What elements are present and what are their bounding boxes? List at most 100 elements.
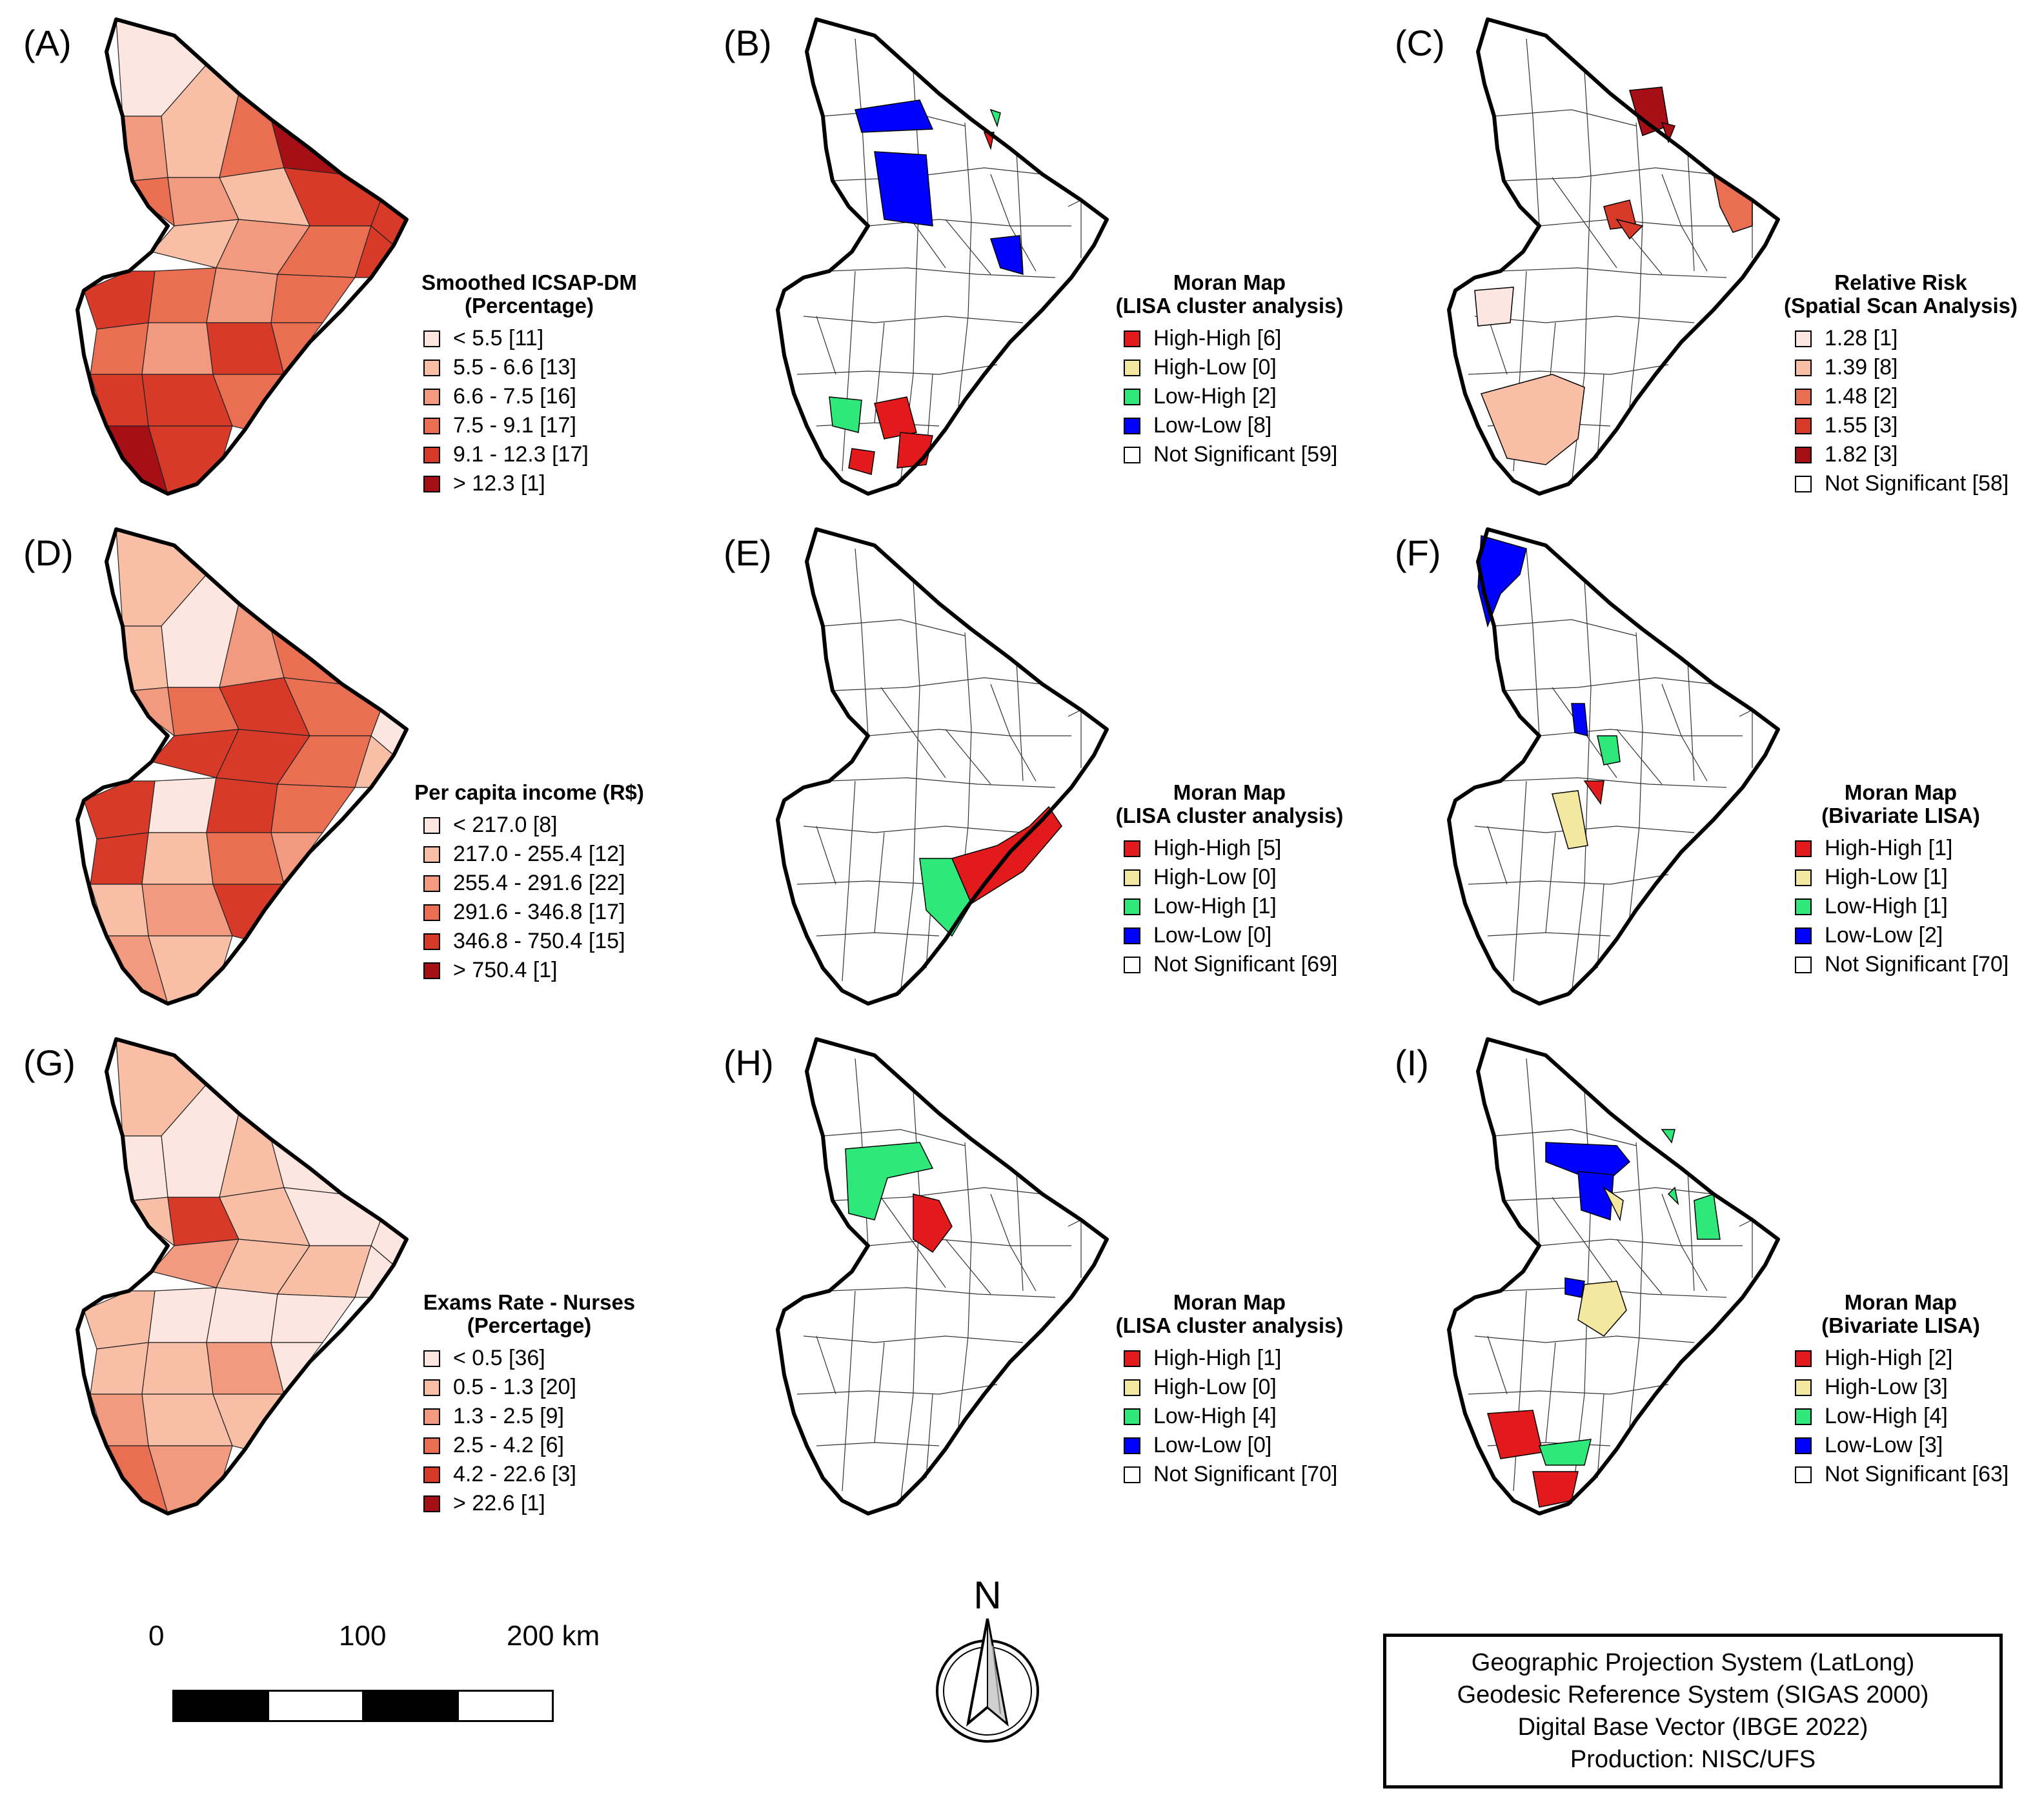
legend-label: 4.2 - 22.6 [3] — [453, 1462, 576, 1486]
scale-tick-200: 200 km — [507, 1620, 600, 1652]
municipal-boundary — [803, 826, 1024, 833]
legend-label: Not Significant [63] — [1825, 1462, 2009, 1486]
legend-item: 1.48 [2] — [1759, 382, 2043, 411]
map-panel-i: (I) Moran Map (Bivariate LISA) High-High [… — [1371, 1020, 2043, 1523]
municipal-boundary — [1597, 1394, 1604, 1479]
state-outline — [1447, 527, 1780, 1006]
municipality — [83, 270, 156, 330]
cluster-area — [989, 235, 1024, 276]
map-legend: Smoothed ICSAP-DM (Percentage) < 5.5 [11] 5… — [387, 271, 671, 498]
legend-label: 255.4 - 291.6 [22] — [453, 871, 625, 895]
municipal-boundary — [1487, 316, 1508, 375]
municipality — [148, 267, 217, 323]
legend-item: 291.6 - 346.8 [17] — [387, 898, 671, 927]
legend-item: High-Low [0] — [1088, 863, 1371, 892]
legend-title-line: (Bivariate LISA) — [1821, 1313, 1980, 1337]
cluster-area — [913, 1193, 953, 1253]
legend-label: 1.28 [1] — [1825, 326, 1898, 350]
municipal-boundary — [829, 267, 1056, 278]
legend-label: Not Significant [58] — [1825, 471, 2009, 496]
scale-segment — [172, 1690, 269, 1722]
legend-label: Not Significant [69] — [1153, 952, 1338, 977]
panel-label: (C) — [1395, 23, 1445, 63]
state-fill — [1449, 1039, 1778, 1514]
legend-swatch — [1795, 330, 1812, 347]
scale-tick-0: 0 — [148, 1620, 165, 1652]
panel-label: (I) — [1395, 1042, 1429, 1083]
municipal-boundary — [1503, 167, 1714, 181]
info-production: Production: NISC/UFS — [1570, 1746, 1816, 1773]
legend-item: 6.6 - 7.5 [16] — [387, 382, 671, 411]
legend-swatch — [423, 875, 440, 892]
legend-item: High-Low [3] — [1759, 1373, 2043, 1402]
legend-swatch — [1124, 1350, 1140, 1367]
municipal-boundary — [900, 580, 920, 995]
legend-title-line: (LISA cluster analysis) — [1115, 294, 1344, 318]
municipal-boundary — [1526, 1058, 1540, 1246]
municipal-boundary — [1552, 177, 1617, 269]
legend-swatch — [423, 475, 440, 492]
legend-title-line: Moran Map — [1173, 780, 1286, 804]
legend-item: Low-High [1] — [1759, 892, 2043, 921]
legend-title-line: (Spatial Scan Analysis) — [1784, 294, 2018, 318]
info-projection: Geographic Projection System (LatLong) — [1471, 1649, 1915, 1676]
municipal-boundary — [1503, 1187, 1714, 1201]
legend-swatch — [1795, 840, 1812, 857]
legend-label: Low-Low [2] — [1825, 923, 1943, 948]
municipal-boundary — [1661, 174, 1708, 272]
legend-swatch — [1795, 869, 1812, 886]
legend-label: High-Low [0] — [1153, 355, 1277, 380]
municipal-boundary — [855, 548, 869, 736]
legend-item: 0.5 - 1.3 [20] — [387, 1373, 671, 1402]
legend-label: High-Low [0] — [1153, 1375, 1277, 1399]
legend-label: 291.6 - 346.8 [17] — [453, 900, 625, 924]
scale-segment — [457, 1690, 554, 1722]
legend-title: Relative Risk (Spatial Scan Analysis) — [1759, 271, 2043, 318]
cluster-area — [1603, 1186, 1624, 1222]
municipality — [141, 1342, 214, 1395]
state-outline — [1447, 17, 1780, 496]
legend-title: Moran Map (LISA cluster analysis) — [1088, 781, 1371, 827]
legend-item: Low-High [2] — [1088, 382, 1371, 411]
legend-label: High-High [2] — [1825, 1346, 1953, 1370]
legend-title: Moran Map (LISA cluster analysis) — [1088, 1291, 1371, 1337]
legend-swatch — [1124, 330, 1140, 347]
legend-swatch — [1124, 927, 1140, 944]
municipality — [141, 832, 214, 885]
municipality — [141, 322, 214, 375]
cluster-area — [829, 396, 862, 433]
legend-item: Low-Low [0] — [1088, 921, 1371, 950]
municipal-boundary — [842, 270, 856, 472]
info-reference-system: Geodesic Reference System (SIGAS 2000) — [1457, 1681, 1929, 1708]
legend-label: 2.5 - 4.2 [6] — [453, 1433, 564, 1457]
municipality — [206, 1287, 278, 1343]
legend-item: 4.2 - 22.6 [3] — [387, 1460, 671, 1489]
municipal-boundary — [1468, 1384, 1669, 1395]
legend-swatch — [423, 1437, 440, 1454]
cluster-area — [1577, 1171, 1614, 1221]
municipal-boundary — [1571, 580, 1592, 995]
legend-swatch — [423, 904, 440, 921]
municipal-boundary — [1661, 684, 1708, 782]
state-map — [1447, 17, 1780, 496]
legend-label: 5.5 - 6.6 [13] — [453, 355, 576, 380]
legend-title-line: Smoothed ICSAP-DM — [421, 270, 637, 294]
municipal-boundary — [803, 1335, 1024, 1343]
legend-label: 0.5 - 1.3 [20] — [453, 1375, 576, 1399]
legend-label: Low-Low [8] — [1153, 413, 1272, 438]
municipal-boundary — [1545, 832, 1556, 933]
legend-label: High-Low [0] — [1153, 865, 1277, 889]
legend-swatch — [423, 1495, 440, 1512]
legend-label: 9.1 - 12.3 [17] — [453, 442, 589, 467]
municipal-boundary — [1513, 780, 1527, 982]
cluster-area — [1661, 121, 1676, 144]
legend-title-line: (Percertage) — [467, 1313, 592, 1337]
legend-swatch — [1795, 927, 1812, 944]
legend-swatch — [1124, 388, 1140, 405]
municipality — [131, 177, 175, 227]
state-map — [76, 1037, 409, 1515]
cluster-area — [1480, 374, 1585, 465]
state-fill — [778, 1039, 1107, 1514]
municipal-boundary — [1474, 1335, 1695, 1343]
legend-label: 1.39 [8] — [1825, 355, 1898, 380]
